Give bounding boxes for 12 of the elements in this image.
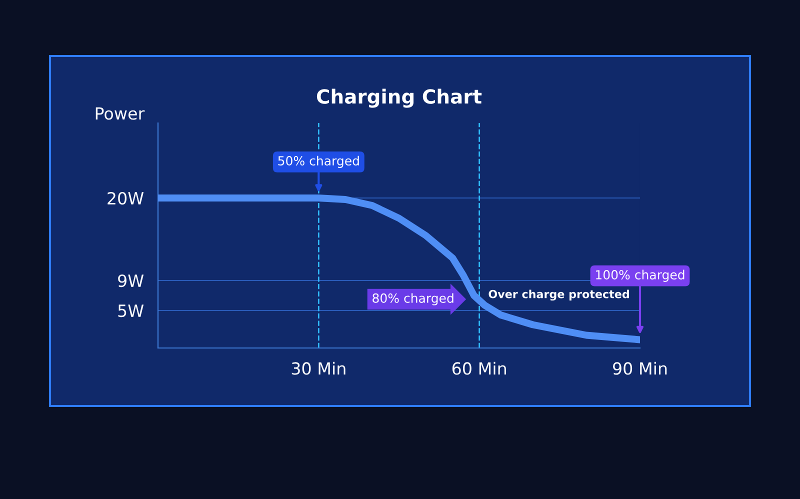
annotation: 100% charged [596,270,684,282]
y-tick-label: 9W [118,274,144,288]
chart-title: Charging Chart [316,88,482,108]
annotation: Over charge protected [488,290,629,301]
x-tick-label: 30 Min [292,362,346,375]
annotation: 50% charged [278,156,359,168]
y-axis-title: Power [96,107,145,120]
y-tick-label: 20W [108,192,144,205]
x-tick-label: 60 Min [452,362,506,375]
y-tick-label: 5W [118,304,144,318]
annotation: 80% charged [372,293,454,306]
x-tick-label: 90 Min [613,362,667,375]
